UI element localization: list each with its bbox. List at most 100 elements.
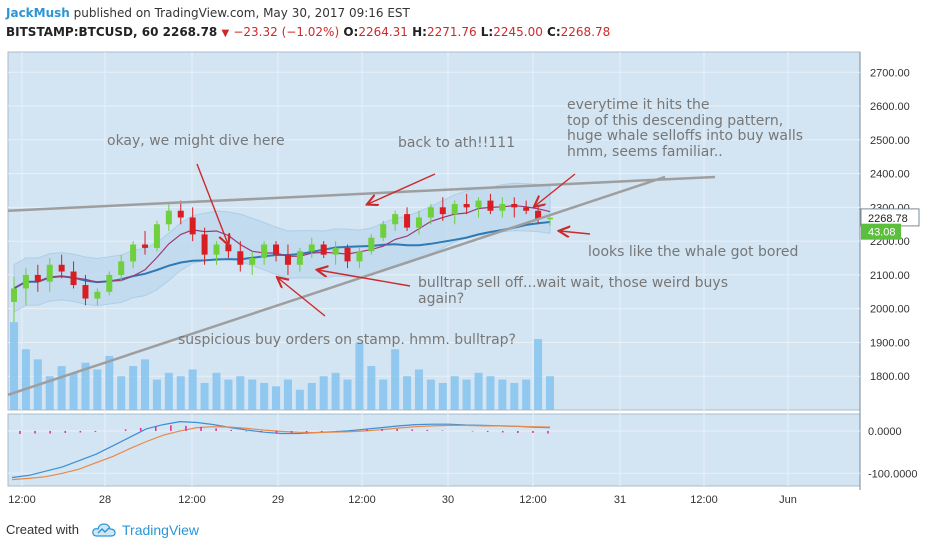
volume-bar bbox=[426, 379, 435, 410]
trendline-lower bbox=[7, 175, 666, 396]
volume-bar bbox=[69, 372, 78, 410]
volume-bar bbox=[510, 382, 519, 410]
volume-bar bbox=[81, 362, 90, 410]
candle-body bbox=[273, 244, 280, 255]
volume-bar bbox=[283, 379, 292, 410]
annotation-text: bulltrap sell off...wait wait, those wei… bbox=[418, 275, 728, 291]
annotation-text: hmm, seems familiar.. bbox=[567, 144, 723, 160]
candle-body bbox=[249, 258, 256, 265]
bollinger-band bbox=[13, 182, 551, 313]
volume-bar bbox=[391, 349, 400, 410]
volume-bar bbox=[141, 359, 150, 410]
volume-bar bbox=[474, 372, 483, 410]
volume-bar bbox=[224, 379, 233, 410]
volume-label: 43.08 bbox=[868, 227, 896, 239]
candle-body bbox=[82, 285, 89, 299]
annotation-text: everytime it hits the bbox=[567, 97, 709, 113]
candle-body bbox=[356, 251, 363, 262]
oscillator-line bbox=[11, 424, 551, 481]
candle-body bbox=[320, 244, 327, 255]
candle-body bbox=[118, 261, 125, 275]
price-chart[interactable]: 2700.002600.002500.002400.002300.002200.… bbox=[0, 46, 932, 512]
annotation-text: looks like the whale got bored bbox=[588, 244, 798, 260]
candle-body bbox=[392, 214, 399, 225]
low-value: 2245.00 bbox=[493, 25, 543, 39]
high-label: H: bbox=[412, 25, 427, 39]
candle-body bbox=[46, 264, 53, 282]
volume-bar bbox=[164, 372, 173, 410]
candle-body bbox=[523, 207, 530, 211]
volume-bar bbox=[355, 342, 364, 410]
x-tick-label: 12:00 bbox=[690, 494, 718, 506]
x-tick-label: 12:00 bbox=[178, 494, 206, 506]
annotation-arrow bbox=[318, 270, 411, 287]
candle-body bbox=[427, 207, 434, 218]
volume-bar bbox=[367, 366, 376, 410]
annotation-text: suspicious buy orders on stamp. hmm. bul… bbox=[178, 332, 516, 348]
volume-bar bbox=[438, 382, 447, 410]
annotation-arrow bbox=[368, 173, 436, 204]
created-with-label: Created with bbox=[6, 522, 79, 537]
volume-bar bbox=[319, 376, 328, 410]
volume-bar bbox=[546, 376, 554, 410]
y-tick-label: 2500.00 bbox=[870, 135, 910, 147]
volume-bar bbox=[105, 355, 114, 410]
footer: Created with TradingView bbox=[0, 512, 932, 550]
candle-body bbox=[499, 203, 506, 211]
x-tick-label: 12:00 bbox=[348, 494, 376, 506]
volume-bar bbox=[522, 379, 531, 410]
tradingview-cloud-icon[interactable] bbox=[92, 522, 116, 538]
candle-body bbox=[225, 244, 232, 252]
osc-y-tick-label: -100.0000 bbox=[868, 468, 918, 480]
open-value: 2264.31 bbox=[358, 25, 408, 39]
annotation-arrow bbox=[278, 278, 326, 317]
open-label: O: bbox=[343, 25, 359, 39]
candle-body bbox=[70, 271, 77, 286]
candle-body bbox=[475, 200, 482, 208]
annotation-text: huge whale selloffs into buy walls bbox=[567, 128, 803, 144]
candle-body bbox=[130, 244, 137, 262]
volume-bar bbox=[93, 369, 102, 410]
volume-bar bbox=[176, 376, 185, 410]
x-tick-label: 12:00 bbox=[519, 494, 547, 506]
chart-header: JackMush published on TradingView.com, M… bbox=[0, 0, 932, 46]
x-tick-label: 28 bbox=[99, 494, 111, 506]
volume-bar bbox=[260, 382, 269, 410]
candle-body bbox=[511, 203, 518, 208]
y-tick-label: 2000.00 bbox=[870, 304, 910, 316]
published-text: published on TradingView.com, May 30, 20… bbox=[73, 6, 410, 20]
moving-average-fast bbox=[13, 205, 551, 289]
author-link[interactable]: JackMush bbox=[6, 6, 70, 20]
x-tick-label: 30 bbox=[442, 494, 454, 506]
candle-body bbox=[380, 224, 387, 238]
annotation-text: back to ath!!111 bbox=[398, 135, 515, 151]
volume-bar bbox=[117, 376, 126, 410]
last-price: 2268.78 bbox=[162, 25, 218, 39]
y-tick-label: 1800.00 bbox=[870, 371, 910, 383]
candle-body bbox=[439, 207, 446, 215]
volume-bar bbox=[129, 366, 138, 410]
candle-body bbox=[261, 244, 268, 259]
candle-body bbox=[213, 244, 220, 255]
candle-body bbox=[189, 217, 196, 235]
candle-body bbox=[153, 224, 160, 248]
close-value: 2268.78 bbox=[560, 25, 611, 39]
last-price-label: 2268.78 bbox=[868, 213, 908, 225]
y-tick-label: 1900.00 bbox=[870, 337, 910, 349]
down-arrow-icon: ▼ bbox=[221, 28, 230, 39]
volume-bar bbox=[236, 376, 245, 410]
tradingview-brand-link[interactable]: TradingView bbox=[122, 522, 200, 538]
candle-body bbox=[94, 291, 101, 299]
candle-body bbox=[106, 274, 113, 292]
volume-bar bbox=[188, 369, 197, 410]
x-tick-label: Jun bbox=[779, 494, 797, 506]
annotation-arrow bbox=[535, 173, 576, 206]
osc-y-tick-label: 0.0000 bbox=[868, 426, 902, 438]
volume-bar bbox=[200, 382, 209, 410]
candle-body bbox=[415, 217, 422, 228]
publish-line: JackMush published on TradingView.com, M… bbox=[6, 6, 410, 20]
x-tick-label: 29 bbox=[272, 494, 284, 506]
candle-body bbox=[463, 203, 470, 208]
volume-bar bbox=[57, 366, 66, 410]
volume-bar bbox=[45, 376, 54, 410]
